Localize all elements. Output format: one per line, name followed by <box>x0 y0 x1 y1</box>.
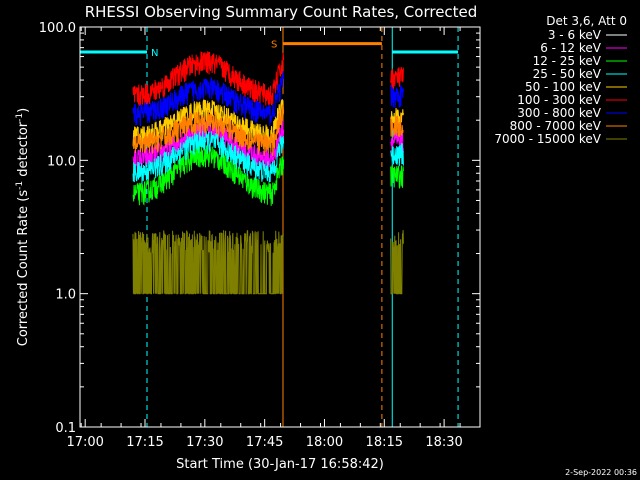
legend-label-6: 300 - 800 keV <box>517 106 601 120</box>
y-axis-label-sup2: -1 <box>15 113 25 122</box>
legend-label-0: 3 - 6 keV <box>548 28 602 42</box>
x-tick-label-3: 17:45 <box>246 435 283 450</box>
night-bar-1-label: N <box>151 48 158 59</box>
series-line-4-seg-1 <box>390 107 404 129</box>
legend-label-7: 800 - 7000 keV <box>510 119 602 133</box>
series-line-8-seg-1 <box>390 230 404 295</box>
series-line-7-seg-1 <box>390 115 404 138</box>
legend-label-2: 12 - 25 keV <box>533 54 602 68</box>
x-tick-label-4: 18:00 <box>306 435 343 450</box>
x-tick-label-1: 17:15 <box>126 435 163 450</box>
series-line-4-seg-0 <box>132 98 285 149</box>
series-line-5-seg-0 <box>132 51 285 107</box>
y-axis-label-main: Corrected Count Rate (s <box>16 190 31 347</box>
legend-label-8: 7000 - 15000 keV <box>494 132 601 146</box>
y-tick-label-1: 1.0 <box>55 288 76 303</box>
y-tick-label-3: 100.0 <box>39 21 76 36</box>
chart-title: RHESSI Observing Summary Count Rates, Co… <box>85 3 478 21</box>
x-tick-label-6: 18:30 <box>425 435 462 450</box>
series-line-5-seg-1 <box>390 66 404 90</box>
series-line-6-seg-0 <box>132 71 285 127</box>
x-axis: 17:00 17:15 17:30 17:45 18:00 18:15 18:30 <box>66 27 481 450</box>
y-axis-label: Corrected Count Rate (s-1 detector-1) <box>15 108 31 346</box>
y-axis-label-sup1: -1 <box>15 181 25 190</box>
x-tick-label-2: 17:30 <box>186 435 223 450</box>
legend-label-5: 100 - 300 keV <box>517 93 601 107</box>
series-line-6-seg-1 <box>390 84 404 109</box>
y-tick-label-0: 0.1 <box>55 421 76 436</box>
y-axis-label-mid: detector <box>16 121 31 181</box>
series-line-2-seg-0 <box>132 145 285 206</box>
legend-title: Det 3,6, Att 0 <box>546 14 627 28</box>
legend-label-1: 6 - 12 keV <box>540 41 602 55</box>
legend-label-4: 50 - 100 keV <box>525 80 602 94</box>
plot-frame <box>79 26 481 428</box>
y-axis: 0.1 1.0 10.0 100.0 <box>39 21 480 436</box>
plot-area: NS <box>79 27 459 427</box>
x-tick-label-5: 18:15 <box>366 435 403 450</box>
x-tick-label-0: 17:00 <box>66 435 103 450</box>
y-axis-label-end: ) <box>16 108 31 113</box>
series-line-3-seg-0 <box>132 130 285 185</box>
series-line-8-seg-0 <box>132 230 284 295</box>
series-line-2-seg-1 <box>390 165 404 189</box>
x-axis-label: Start Time (30-Jan-17 16:58:42) <box>176 457 384 472</box>
series-line-3-seg-1 <box>390 143 404 167</box>
timestamp: 2-Sep-2022 00:36 <box>565 468 637 477</box>
series-line-7-seg-0 <box>132 104 285 157</box>
y-tick-label-2: 10.0 <box>47 154 76 169</box>
legend-label-3: 25 - 50 keV <box>533 67 602 81</box>
saa-bar-label: S <box>271 40 277 51</box>
